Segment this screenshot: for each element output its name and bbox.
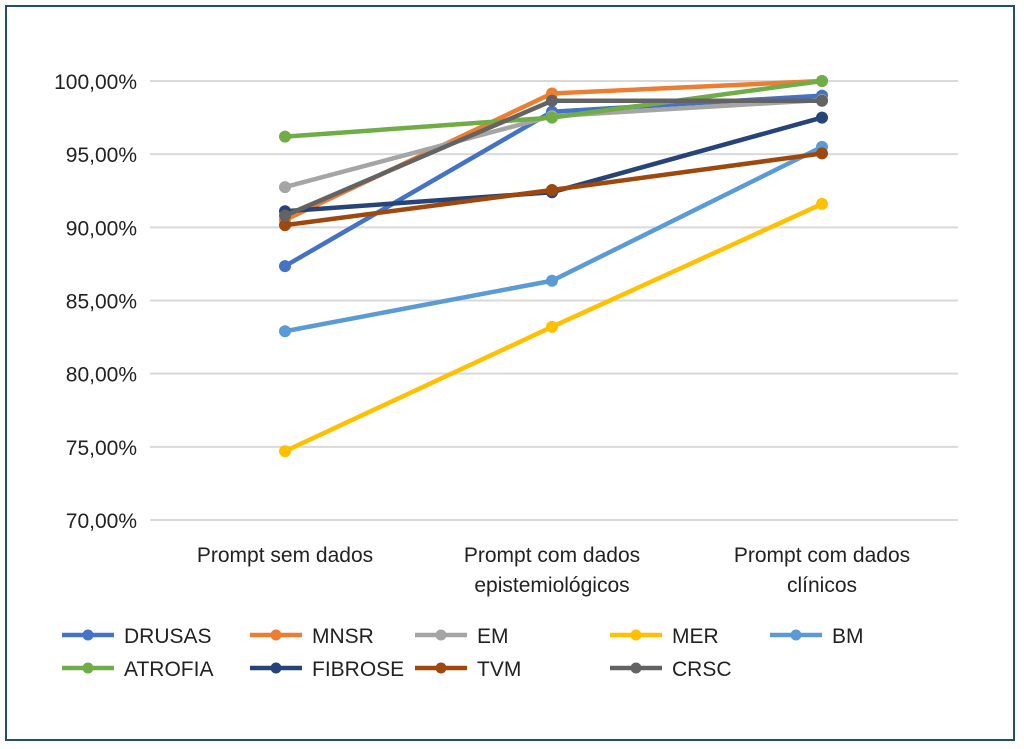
data-point xyxy=(816,197,828,210)
data-point xyxy=(816,75,828,87)
legend-label: TVM xyxy=(477,658,521,681)
data-point xyxy=(279,130,291,143)
series-mer xyxy=(279,197,828,458)
data-point xyxy=(546,111,558,124)
legend-item-crsc: CRSC xyxy=(610,658,732,681)
x-tick-label: Prompt sem dados xyxy=(197,544,373,567)
legend-item-atrofia: ATROFIA xyxy=(62,658,213,681)
data-point xyxy=(279,181,291,194)
legend-label: MER xyxy=(672,625,719,648)
data-point xyxy=(816,111,828,124)
y-tick-label: 85,00% xyxy=(66,291,137,314)
data-point xyxy=(279,445,291,458)
legend-label: ATROFIA xyxy=(124,658,213,681)
data-point xyxy=(546,94,558,107)
chart-frame xyxy=(5,5,1015,741)
legend-marker xyxy=(630,629,642,641)
series-atrofia xyxy=(279,75,828,143)
data-point xyxy=(816,147,828,160)
legend-marker xyxy=(270,662,282,674)
x-tick-label: Prompt com dados xyxy=(464,544,640,567)
legend-marker xyxy=(82,662,94,674)
y-tick-label: 90,00% xyxy=(66,217,137,240)
legend-marker xyxy=(82,629,94,641)
x-tick-label: clínicos xyxy=(787,574,857,597)
legend-item-tvm: TVM xyxy=(415,658,521,681)
legend-item-mer: MER xyxy=(610,625,719,648)
data-point xyxy=(546,184,558,197)
y-tick-label: 75,00% xyxy=(66,437,137,460)
data-point xyxy=(279,260,291,273)
x-tick-label: epistemiológicos xyxy=(474,574,629,597)
data-point xyxy=(279,325,291,338)
series-tvm xyxy=(279,147,828,232)
legend-label: CRSC xyxy=(672,658,732,681)
legend-marker xyxy=(630,662,642,674)
legend-item-mnsr: MNSR xyxy=(250,625,374,648)
data-point xyxy=(546,320,558,333)
legend-label: DRUSAS xyxy=(124,625,212,648)
legend-marker xyxy=(435,662,447,674)
data-point xyxy=(816,94,828,107)
legend-label: EM xyxy=(477,625,509,648)
legend-label: BM xyxy=(832,625,864,648)
legend-marker xyxy=(435,629,447,641)
legend-item-em: EM xyxy=(415,625,509,648)
legend-item-drusas: DRUSAS xyxy=(62,625,212,648)
data-point xyxy=(279,209,291,222)
legend-label: FIBROSE xyxy=(312,658,404,681)
x-tick-label: Prompt com dados xyxy=(734,544,910,567)
legend-label: MNSR xyxy=(312,625,374,648)
legend-marker xyxy=(270,629,282,641)
legend-item-bm: BM xyxy=(770,625,864,648)
y-tick-label: 100,00% xyxy=(54,71,137,94)
y-tick-label: 70,00% xyxy=(66,510,137,533)
legend-item-fibrose: FIBROSE xyxy=(250,658,404,681)
data-point xyxy=(546,274,558,287)
y-tick-label: 95,00% xyxy=(66,144,137,167)
series-crsc xyxy=(279,94,828,222)
legend-marker xyxy=(790,629,802,641)
y-tick-label: 80,00% xyxy=(66,364,137,387)
